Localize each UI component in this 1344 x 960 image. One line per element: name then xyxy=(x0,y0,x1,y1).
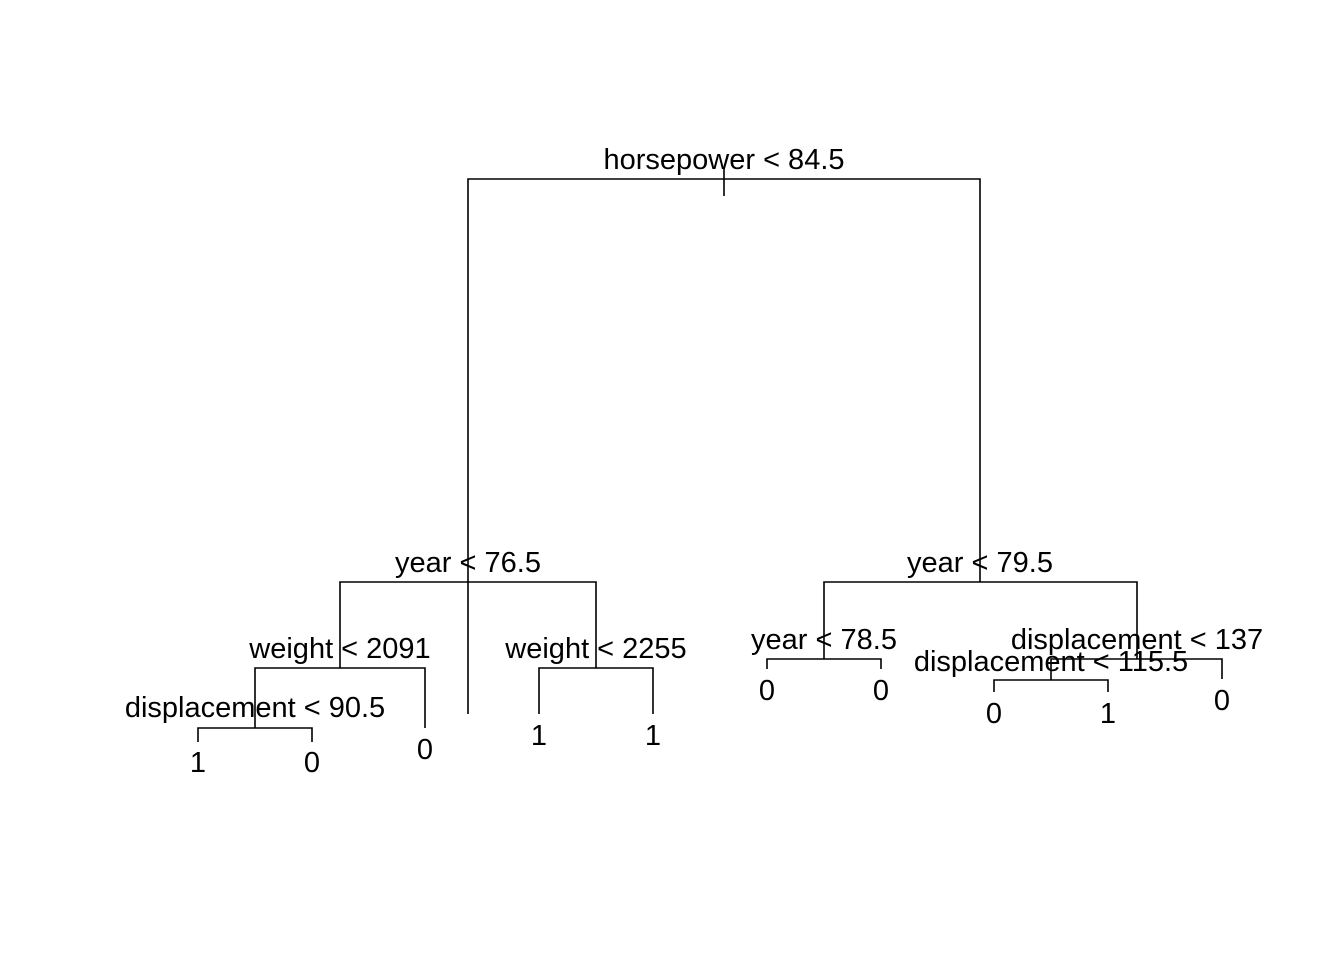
leaf-label: 0 xyxy=(304,747,320,779)
split-label-horsepower: horsepower < 84.5 xyxy=(603,144,844,176)
split-label-year-78-5: year < 78.5 xyxy=(751,624,897,656)
leaf-label: 0 xyxy=(759,675,775,707)
branch-root xyxy=(467,167,981,714)
branch-weight-2091 xyxy=(254,667,426,728)
leaf-label: 1 xyxy=(190,747,206,779)
leaf-label: 0 xyxy=(986,698,1002,730)
leaf-label: 1 xyxy=(645,720,661,752)
split-label-displacement-137: displacement < 137 xyxy=(1011,624,1263,656)
split-label-displacement-90-5: displacement < 90.5 xyxy=(125,692,385,724)
branch-year-76-5 xyxy=(339,581,597,668)
branch-year-78-5 xyxy=(766,658,882,669)
leaf-label: 1 xyxy=(531,720,547,752)
split-label-displacement-115-5: displacement < 115.5 xyxy=(914,646,1188,678)
leaf-label: 1 xyxy=(1100,698,1116,730)
leaf-label: 0 xyxy=(873,675,889,707)
branch-year-79-5 xyxy=(823,581,1138,659)
leaf-label: 0 xyxy=(417,734,433,766)
branch-weight-2255 xyxy=(538,667,654,714)
branch-displacement-137 xyxy=(1050,658,1223,680)
leaf-label: 0 xyxy=(1214,685,1230,717)
branch-displacement-90-5 xyxy=(197,727,313,742)
split-label-weight-2255: weight < 2255 xyxy=(504,633,686,665)
split-label-year-76-5: year < 76.5 xyxy=(395,547,541,579)
split-label-year-79-5: year < 79.5 xyxy=(907,547,1053,579)
branch-displacement-115-5 xyxy=(993,679,1109,692)
split-label-weight-2091: weight < 2091 xyxy=(248,633,430,665)
